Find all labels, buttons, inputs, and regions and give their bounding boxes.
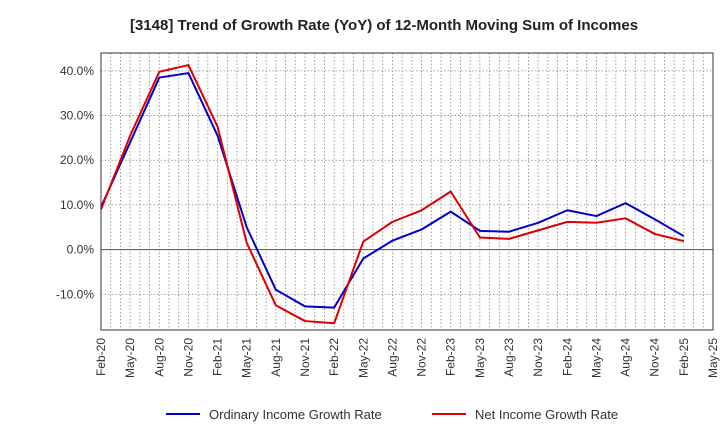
x-tick-label: May-24	[589, 338, 603, 378]
x-tick-label: Aug-22	[385, 338, 399, 377]
x-tick-label: Aug-20	[152, 338, 166, 377]
x-tick-label: Nov-22	[415, 338, 429, 377]
x-tick-label: Nov-24	[648, 338, 662, 377]
x-tick-label: Aug-21	[269, 338, 283, 377]
x-tick-label: May-22	[356, 338, 370, 378]
x-tick-label: May-23	[473, 338, 487, 378]
x-tick-label: Feb-25	[677, 338, 691, 376]
chart-title: [3148] Trend of Growth Rate (YoY) of 12-…	[130, 17, 638, 34]
x-tick-label: Feb-23	[444, 338, 458, 376]
y-tick-label: 0.0%	[67, 243, 95, 257]
y-tick-label: 20.0%	[60, 153, 94, 167]
legend-label: Net Income Growth Rate	[475, 407, 618, 422]
x-tick-label: May-21	[240, 338, 254, 378]
x-tick-label: Feb-22	[327, 338, 341, 376]
x-tick-label: May-25	[706, 338, 720, 378]
y-tick-label: 10.0%	[60, 198, 94, 212]
plot-frame	[100, 52, 714, 331]
y-tick-label: 40.0%	[60, 64, 94, 78]
horizontal-grid	[101, 70, 713, 295]
x-tick-label: Nov-21	[298, 338, 312, 377]
y-tick-label: 30.0%	[60, 109, 94, 123]
y-tick-label: -10.0%	[56, 287, 94, 301]
x-tick-label: Aug-23	[502, 338, 516, 377]
legend-label: Ordinary Income Growth Rate	[209, 407, 382, 422]
x-tick-label: Nov-20	[181, 338, 195, 377]
series-line	[100, 64, 685, 325]
x-tick-label: Feb-21	[211, 338, 225, 376]
x-tick-label: Aug-24	[619, 338, 633, 377]
x-axis-ticks: Feb-20 May-20 Aug-20 Nov-20 Feb-21 May-21 Aug-…	[94, 338, 720, 378]
vertical-grid	[110, 53, 704, 330]
x-tick-label: Feb-20	[94, 338, 108, 376]
x-tick-label: Nov-23	[531, 338, 545, 377]
series-line	[100, 72, 685, 309]
y-axis-ticks: -10.0% 0.0% 10.0% 20.0% 30.0% 40.0%	[56, 64, 94, 301]
legend: Ordinary Income Growth Rate Net Income Gr…	[166, 407, 618, 422]
x-tick-label: Feb-24	[560, 338, 574, 376]
x-tick-label: May-20	[123, 338, 137, 378]
series-lines	[100, 64, 685, 325]
